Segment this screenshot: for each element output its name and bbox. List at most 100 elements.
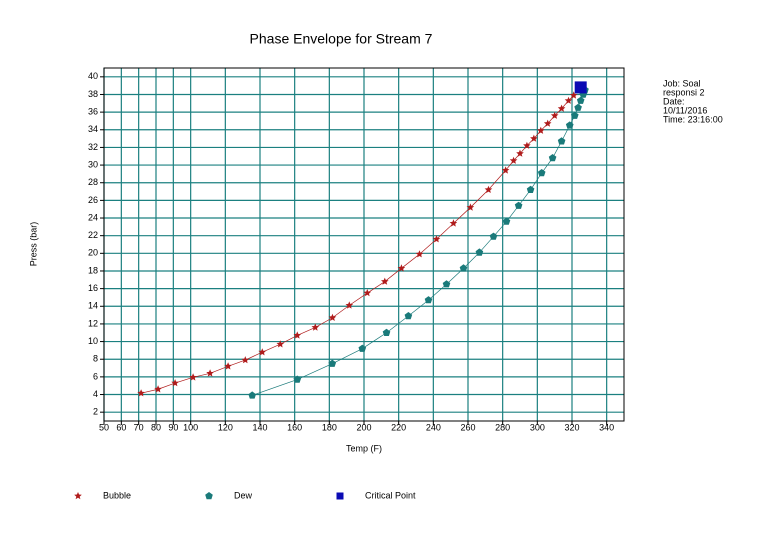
x-tick-label: 340 (599, 422, 614, 432)
point (569, 91, 578, 99)
y-tick-label: 4 (93, 389, 98, 399)
x-tick-label: 60 (116, 422, 126, 432)
point (501, 166, 510, 174)
y-tick-label: 32 (88, 142, 98, 152)
point (449, 219, 458, 227)
point (565, 121, 574, 129)
point (328, 313, 337, 321)
point (293, 375, 302, 383)
x-tick-label: 50 (99, 422, 109, 432)
point (382, 328, 391, 336)
point (241, 356, 250, 364)
point (171, 379, 179, 387)
y-tick-label: 18 (88, 265, 98, 275)
x-tick-label: 280 (495, 422, 510, 432)
legend-marker (74, 492, 82, 500)
point (484, 185, 493, 193)
point (543, 119, 552, 127)
series-line (141, 95, 574, 394)
point (502, 217, 511, 225)
x-tick-label: 90 (168, 422, 178, 432)
y-axis-label: Press (bar) (28, 222, 38, 267)
chart-title: Phase Envelope for Stream 7 (250, 31, 433, 47)
x-tick-label: 80 (151, 422, 161, 432)
series-line (252, 89, 586, 396)
point (530, 134, 538, 142)
point (345, 301, 354, 309)
point (311, 323, 320, 331)
legend-label: Bubble (103, 490, 131, 500)
point (489, 232, 498, 240)
legend-marker (336, 492, 344, 500)
x-tick-label: 100 (183, 422, 198, 432)
point (276, 340, 285, 348)
point (424, 296, 433, 304)
point (248, 391, 256, 399)
point (224, 362, 232, 370)
y-tick-label: 28 (88, 177, 98, 187)
point (442, 280, 451, 288)
point (537, 169, 546, 177)
x-tick-label: 220 (391, 422, 406, 432)
legend-label: Critical Point (365, 490, 416, 500)
point (564, 96, 573, 104)
x-tick-label: 200 (356, 422, 371, 432)
point (574, 103, 582, 111)
y-tick-label: 8 (93, 354, 98, 364)
annotation: responsi 2 (663, 87, 705, 97)
annotation: 10/11/2016 (663, 105, 707, 115)
y-tick-label: 6 (93, 371, 98, 381)
x-tick-label: 300 (530, 422, 545, 432)
plot-frame (103, 67, 625, 422)
point (293, 331, 302, 339)
point (381, 277, 389, 285)
annotation: Job: Soal (663, 78, 701, 88)
point (574, 81, 587, 94)
x-tick-label: 70 (134, 422, 144, 432)
point (516, 149, 524, 157)
point (514, 201, 523, 209)
point (206, 369, 214, 377)
x-tick-label: 320 (564, 422, 579, 432)
x-tick-label: 180 (322, 422, 337, 432)
point (328, 359, 337, 367)
point (571, 111, 579, 119)
annotation: Date: (663, 96, 685, 106)
y-tick-label: 22 (88, 230, 98, 240)
point (189, 373, 197, 381)
point (137, 389, 145, 397)
y-tick-label: 20 (88, 248, 98, 258)
legend-marker (205, 492, 213, 500)
x-tick-label: 240 (426, 422, 441, 432)
x-tick-label: 140 (252, 422, 267, 432)
point (258, 348, 267, 356)
x-tick-label: 160 (287, 422, 302, 432)
y-tick-label: 40 (88, 71, 98, 81)
y-tick-label: 38 (88, 89, 98, 99)
y-tick-label: 30 (88, 159, 98, 169)
y-tick-label: 16 (88, 283, 98, 293)
point (397, 264, 406, 272)
y-tick-label: 36 (88, 107, 98, 117)
point (523, 141, 531, 149)
point (466, 203, 475, 211)
y-tick-label: 2 (93, 407, 98, 417)
y-tick-label: 34 (88, 124, 98, 134)
point (509, 156, 518, 164)
legend-label: Dew (234, 490, 253, 500)
point (557, 104, 566, 112)
x-axis-label: Temp (F) (346, 443, 382, 453)
point (475, 248, 484, 256)
point (537, 126, 545, 134)
x-tick-label: 120 (218, 422, 233, 432)
point (363, 289, 372, 297)
point (459, 264, 468, 272)
point (358, 344, 367, 352)
annotation: Time: 23:16:00 (663, 114, 723, 124)
y-tick-label: 26 (88, 195, 98, 205)
point (415, 250, 424, 258)
y-tick-label: 14 (88, 301, 98, 311)
point (432, 235, 441, 243)
y-tick-label: 12 (88, 318, 98, 328)
